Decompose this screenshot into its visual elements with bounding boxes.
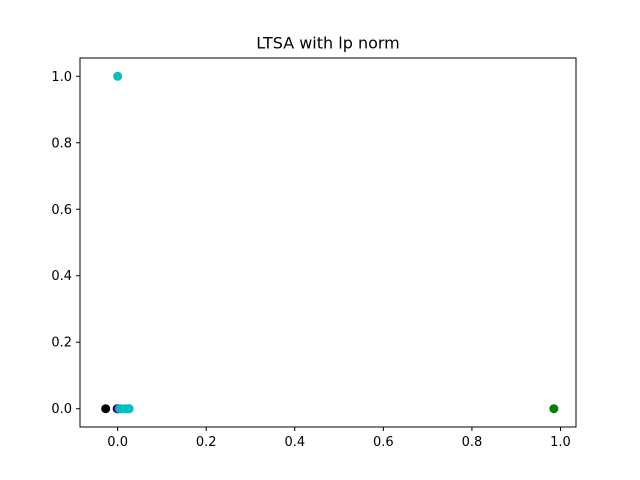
x-tick-label: 0.4 [284, 435, 305, 450]
y-tick-label: 0.2 [51, 336, 72, 351]
y-tick-label: 0.6 [51, 203, 72, 218]
chart-title: LTSA with lp norm [256, 34, 400, 53]
y-tick-label: 0.4 [51, 269, 72, 284]
plot-area-frame [79, 57, 577, 428]
data-point [113, 71, 123, 81]
y-tick-label: 0.8 [51, 136, 72, 151]
x-tick-label: 0.2 [196, 435, 217, 450]
x-axis-ticks: 0.0 0.2 0.4 0.6 0.8 1.0 [107, 427, 571, 450]
x-tick-label: 0.6 [373, 435, 394, 450]
data-point [549, 404, 559, 414]
x-tick-label: 0.8 [462, 435, 483, 450]
y-tick-label: 0.0 [51, 402, 72, 417]
x-tick-label: 0.0 [107, 435, 128, 450]
y-axis-ticks: 0.0 0.2 0.4 0.6 0.8 1.0 [51, 70, 80, 417]
x-tick-label: 1.0 [550, 435, 571, 450]
points-layer [101, 71, 559, 414]
data-point [124, 404, 134, 414]
y-tick-label: 1.0 [51, 70, 72, 85]
data-point [101, 404, 111, 414]
